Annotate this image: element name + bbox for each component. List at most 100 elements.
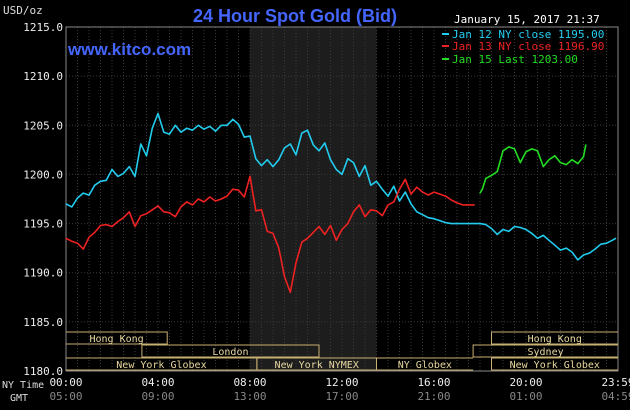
data-point [347, 158, 349, 160]
data-point [266, 230, 268, 232]
x-tick-label-ny: 16:00 [417, 376, 450, 389]
session-label: New York NYMEX [275, 360, 359, 371]
data-point [301, 241, 303, 243]
data-point [496, 233, 498, 235]
data-point [559, 249, 562, 251]
data-point [444, 222, 447, 224]
data-point [433, 218, 435, 220]
data-point [462, 204, 464, 206]
data-point [65, 237, 67, 239]
data-point [335, 168, 337, 171]
data-point [577, 259, 579, 261]
data-point [416, 186, 418, 188]
data-point [324, 233, 326, 235]
y-tick-label: 1205.0 [23, 119, 63, 132]
session-bar [491, 357, 618, 371]
data-point [209, 196, 211, 198]
data-point [306, 237, 309, 239]
data-point [370, 184, 372, 186]
data-point [76, 197, 79, 199]
data-point [168, 212, 171, 214]
data-point [272, 232, 274, 234]
data-point [157, 112, 159, 115]
data-point [519, 162, 521, 164]
data-point [559, 162, 562, 164]
data-point [341, 173, 343, 175]
data-point [278, 247, 280, 249]
data-point [421, 191, 424, 193]
data-point [525, 228, 527, 231]
data-point [174, 124, 176, 126]
legend-label-jan15: Jan 15 Last 1203.00 [452, 53, 578, 66]
watermark-url: www.kitco.com [67, 40, 191, 59]
data-point [508, 230, 510, 232]
data-point [111, 168, 113, 171]
data-point [508, 146, 510, 148]
data-point [122, 217, 125, 219]
data-point [481, 188, 483, 190]
data-point [289, 143, 291, 145]
data-point [232, 188, 234, 190]
data-point [88, 236, 90, 238]
data-point [513, 225, 516, 228]
data-point [329, 224, 332, 227]
y-tick-label: 1185.0 [23, 316, 63, 329]
data-point [99, 180, 102, 182]
data-point [375, 210, 378, 212]
data-point [358, 204, 360, 206]
legend: Jan 12 NY close 1195.00 Jan 13 NY close … [442, 28, 604, 66]
data-point [163, 211, 165, 213]
data-point [404, 178, 406, 180]
shaded-session-band [250, 27, 377, 371]
data-point [145, 213, 148, 215]
data-point [226, 124, 228, 126]
data-point [312, 144, 314, 146]
timestamp: January 15, 2017 21:37 [454, 13, 600, 26]
data-point [71, 240, 73, 242]
data-point [318, 150, 320, 152]
data-point [209, 125, 211, 127]
x-tick-label-gmt: 01:00 [509, 390, 542, 403]
data-point [433, 191, 435, 193]
data-point [191, 129, 194, 131]
session-bar [491, 331, 618, 345]
data-point [237, 189, 240, 191]
x-tick-label-gmt: 05:00 [49, 390, 82, 403]
data-point [203, 128, 205, 130]
data-point [582, 156, 585, 158]
x-tick-label-gmt: 21:00 [417, 390, 450, 403]
y-tick-label: 1180.0 [23, 365, 63, 378]
data-point [99, 224, 102, 227]
data-point [140, 215, 142, 217]
data-point [220, 124, 222, 126]
data-point [105, 179, 107, 181]
data-point [174, 216, 176, 218]
data-point [94, 184, 96, 186]
data-point [76, 242, 79, 244]
data-point [496, 170, 498, 173]
data-point [364, 216, 366, 218]
data-point [255, 210, 257, 212]
data-point [565, 164, 567, 166]
data-point [71, 206, 73, 208]
data-point [117, 175, 119, 177]
data-point [88, 194, 90, 196]
data-point [381, 215, 383, 217]
chart-title: 24 Hour Spot Gold (Bid) [193, 6, 397, 26]
data-point [513, 148, 516, 150]
series-line-1 [65, 175, 475, 294]
data-point [163, 131, 165, 133]
data-point [272, 166, 274, 168]
data-point [197, 124, 199, 126]
data-point [427, 194, 429, 196]
data-point [295, 154, 297, 156]
data-point [220, 198, 222, 200]
data-point [237, 123, 240, 125]
data-point [347, 223, 349, 225]
data-point [352, 162, 355, 164]
data-point [82, 248, 84, 250]
x-tick-label-gmt: 17:00 [325, 390, 358, 403]
session-bar [472, 344, 618, 358]
data-point [289, 291, 291, 293]
data-point [128, 211, 130, 213]
